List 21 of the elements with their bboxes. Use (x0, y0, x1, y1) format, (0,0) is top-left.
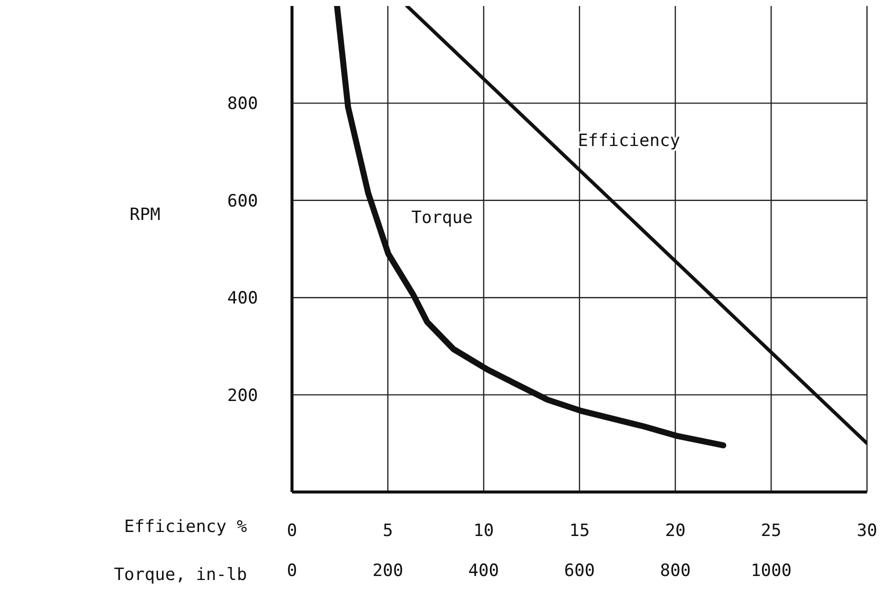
x-tick-label: 25 (760, 521, 782, 542)
x2-tick-label: 200 (372, 561, 404, 582)
x2-tick-label: 400 (468, 561, 500, 582)
x2-tick-label: 0 (286, 561, 298, 582)
x2-axis-title: Torque, in-lb (114, 565, 247, 585)
x-axis-title: Efficiency % (124, 517, 247, 537)
series-label: Torque (411, 208, 473, 228)
x-tick-label: 15 (569, 521, 590, 542)
x2-tick-label: 600 (564, 561, 595, 582)
x-tick-label: 5 (382, 521, 393, 542)
x2-tick-label: 1000 (750, 561, 792, 582)
x-tick-label: 20 (665, 521, 686, 542)
y-tick-label: 200 (227, 386, 258, 406)
x-tick-label: 10 (473, 521, 494, 542)
x-tick-label: 30 (856, 521, 878, 542)
y-tick-label: 400 (227, 288, 258, 309)
y-tick-label: 600 (227, 191, 258, 212)
x-tick-label: 0 (286, 521, 298, 542)
y-axis-title: RPM (130, 204, 160, 225)
x2-tick-label: 800 (660, 561, 691, 582)
y-tick-label: 800 (227, 94, 258, 114)
